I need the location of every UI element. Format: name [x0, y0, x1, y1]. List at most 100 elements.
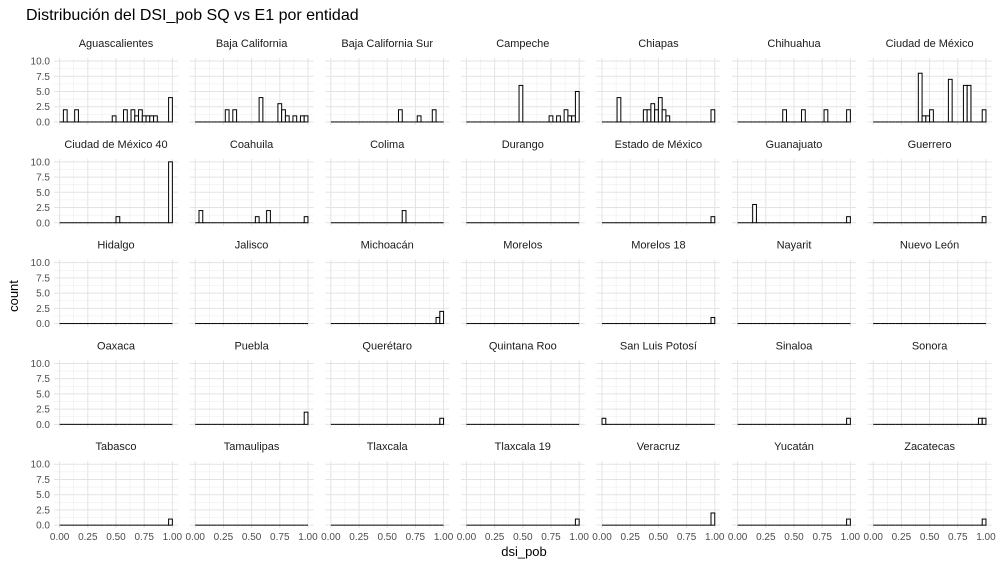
histogram-bar [710, 512, 716, 526]
histogram-bar [981, 109, 987, 123]
x-tick-label: 0.25 [892, 532, 912, 543]
facet-label: Quintana Roo [489, 340, 557, 352]
facet-label: Tabasco [96, 441, 137, 453]
facet-panel: Durango [460, 139, 585, 226]
facet-panel: Oaxaca 0.0 2.5 5.0 7.5 10.0 [31, 340, 178, 431]
x-tick-label: 0.25 [756, 532, 776, 543]
y-tick-label: 2.5 [36, 203, 50, 214]
histogram-bar [650, 103, 656, 123]
facet-label: Ciudad de México [886, 38, 974, 50]
x-tick-label: 0.50 [920, 532, 940, 543]
x-tick-label: 0.75 [948, 532, 968, 543]
histogram-bar [981, 216, 987, 224]
facet-label: Tamaulipas [224, 441, 280, 453]
facet-panel: Yucatán 0.00 0.25 0.50 0.75 1.00 [728, 441, 861, 543]
x-tick-label: 0.00 [864, 532, 884, 543]
facet-panel: Morelos [460, 240, 585, 327]
x-tick-label: 0.00 [186, 532, 206, 543]
y-tick-label: 7.5 [36, 273, 50, 284]
y-tick-label: 7.5 [36, 173, 50, 184]
facet-label: Estado de México [615, 139, 702, 151]
x-tick-label: 0.75 [270, 532, 290, 543]
facet-label: Aguascalientes [79, 38, 154, 50]
y-tick-label: 2.5 [36, 304, 50, 315]
y-tick-label: 10.0 [31, 258, 51, 269]
histogram-bar [646, 109, 652, 123]
histogram-bar [254, 216, 260, 224]
facet-label: Morelos [503, 240, 543, 252]
histogram-bar [266, 210, 271, 224]
facet-panel: Quintana Roo [460, 340, 585, 428]
x-tick-label: 0.25 [620, 532, 640, 543]
y-tick-label: 10.0 [31, 460, 51, 471]
facet-label: Durango [502, 139, 544, 151]
histogram-bar [74, 109, 79, 123]
facet-label: Michoacán [361, 240, 414, 252]
histogram-bar [917, 72, 923, 123]
histogram-bar [962, 84, 968, 123]
x-tick-label: 0.75 [541, 532, 561, 543]
facet-panel: Hidalgo 0.0 2.5 5.0 7.5 10.0 [31, 240, 178, 330]
y-tick-label: 0.0 [36, 521, 50, 532]
histogram-bar [115, 216, 121, 224]
y-tick-label: 10.0 [31, 157, 51, 168]
x-tick-label: 1.00 [569, 532, 589, 543]
facet-panel: Jalisco [189, 240, 314, 327]
histogram-bar [556, 115, 561, 123]
facet-label: Guanajuato [766, 139, 823, 151]
histogram-bar [145, 115, 151, 123]
histogram-bar [134, 115, 140, 123]
histogram-bar [149, 115, 155, 123]
facet-panel: Sinaloa [732, 340, 856, 428]
x-tick-label: 1.00 [705, 532, 725, 543]
facet-label: Coahuila [230, 139, 274, 151]
histogram-bar [846, 518, 851, 526]
facet-panel: Sonora [867, 340, 992, 428]
facet-label: Jalisco [235, 240, 269, 252]
histogram-bar [258, 97, 264, 123]
histogram-bar [198, 210, 204, 224]
y-tick-label: 5.0 [36, 188, 50, 199]
chart-title: Distribución del DSI_pob SQ vs E1 por en… [26, 7, 359, 24]
facet-label: Sinaloa [776, 340, 814, 352]
histogram-bar [138, 109, 143, 123]
histogram-bar [752, 203, 757, 224]
facet-label: Tlaxcala 19 [495, 441, 551, 453]
histogram-bar [981, 518, 987, 526]
x-tick-label: 1.00 [434, 532, 454, 543]
facet-panel: Morelos 18 [596, 240, 721, 327]
facet-panel: Tabasco 0.0 2.5 5.0 7.5 10.0 0.00 0.25 0.50 0.75 1… [31, 441, 183, 543]
y-tick-label: 2.5 [36, 505, 50, 516]
facet-label: Zacatecas [904, 441, 955, 453]
facet-label: Colima [370, 139, 405, 151]
facet-label: Nayarit [777, 240, 812, 252]
histogram-bar [224, 109, 230, 123]
x-tick-label: 0.50 [784, 532, 804, 543]
x-tick-label: 0.75 [812, 532, 832, 543]
x-tick-label: 1.00 [298, 532, 318, 543]
x-tick-label: 0.25 [214, 532, 234, 543]
histogram-bar [710, 316, 716, 325]
y-tick-label: 5.0 [36, 87, 50, 98]
histogram-bar [439, 417, 445, 425]
histogram-bar [62, 109, 68, 123]
histogram-bar [168, 161, 173, 224]
facet-label: Oaxaca [97, 340, 136, 352]
facet-label: Veracruz [637, 441, 680, 453]
x-tick-label: 0.00 [592, 532, 612, 543]
histogram-bar [574, 518, 580, 526]
y-tick-label: 2.5 [36, 102, 50, 113]
histogram-bar [563, 109, 569, 123]
histogram-bar [929, 109, 934, 123]
x-tick-label: 0.00 [728, 532, 748, 543]
histogram-bar [601, 417, 607, 425]
facet-panel: Tlaxcala 19 0.00 0.25 0.50 0.75 1.00 [457, 441, 590, 543]
y-tick-label: 10.0 [31, 359, 51, 370]
histogram-bar [665, 115, 671, 123]
y-tick-label: 5.0 [36, 490, 50, 501]
histogram-bar [397, 109, 403, 123]
facet-label: San Luis Potosí [620, 340, 697, 352]
facet-panel: Campeche [460, 38, 585, 125]
facet-label: Chiapas [638, 38, 679, 50]
histogram-bar [141, 115, 147, 123]
